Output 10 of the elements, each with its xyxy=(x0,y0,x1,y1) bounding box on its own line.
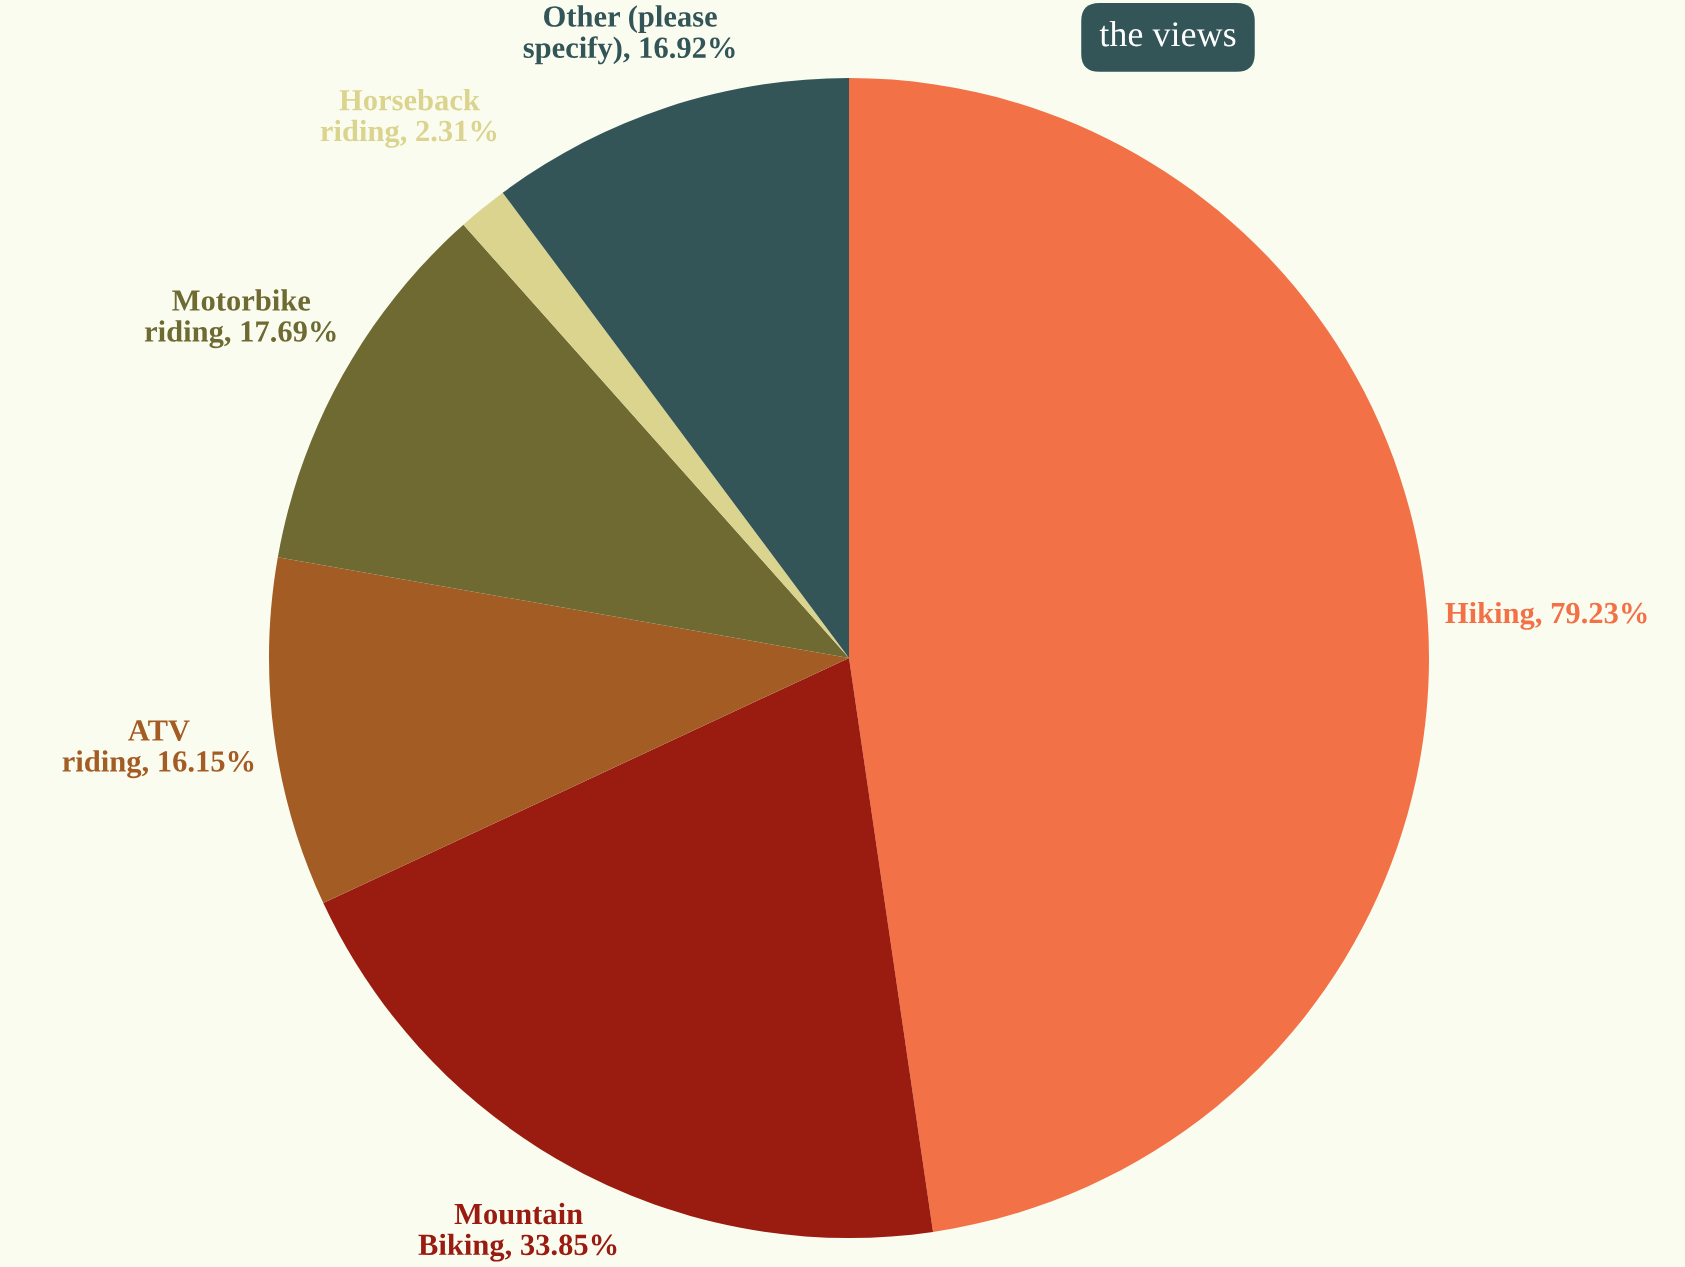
slice-label: Motorbike riding, 17.69% xyxy=(144,289,336,349)
slice-label: Mountain Biking, 33.85% xyxy=(418,1202,617,1262)
slice-label: Horseback riding, 2.31% xyxy=(320,88,497,148)
slice-label: Hiking, 79.23% xyxy=(1445,601,1647,630)
slice-label: ATV riding, 16.15% xyxy=(62,720,254,779)
pie-slice xyxy=(849,78,1429,1232)
text: the views xyxy=(1099,21,1236,47)
pie-slice xyxy=(269,557,849,904)
slice-label: Other (please specify), 16.92% xyxy=(523,5,735,65)
pie-slice xyxy=(502,78,849,658)
